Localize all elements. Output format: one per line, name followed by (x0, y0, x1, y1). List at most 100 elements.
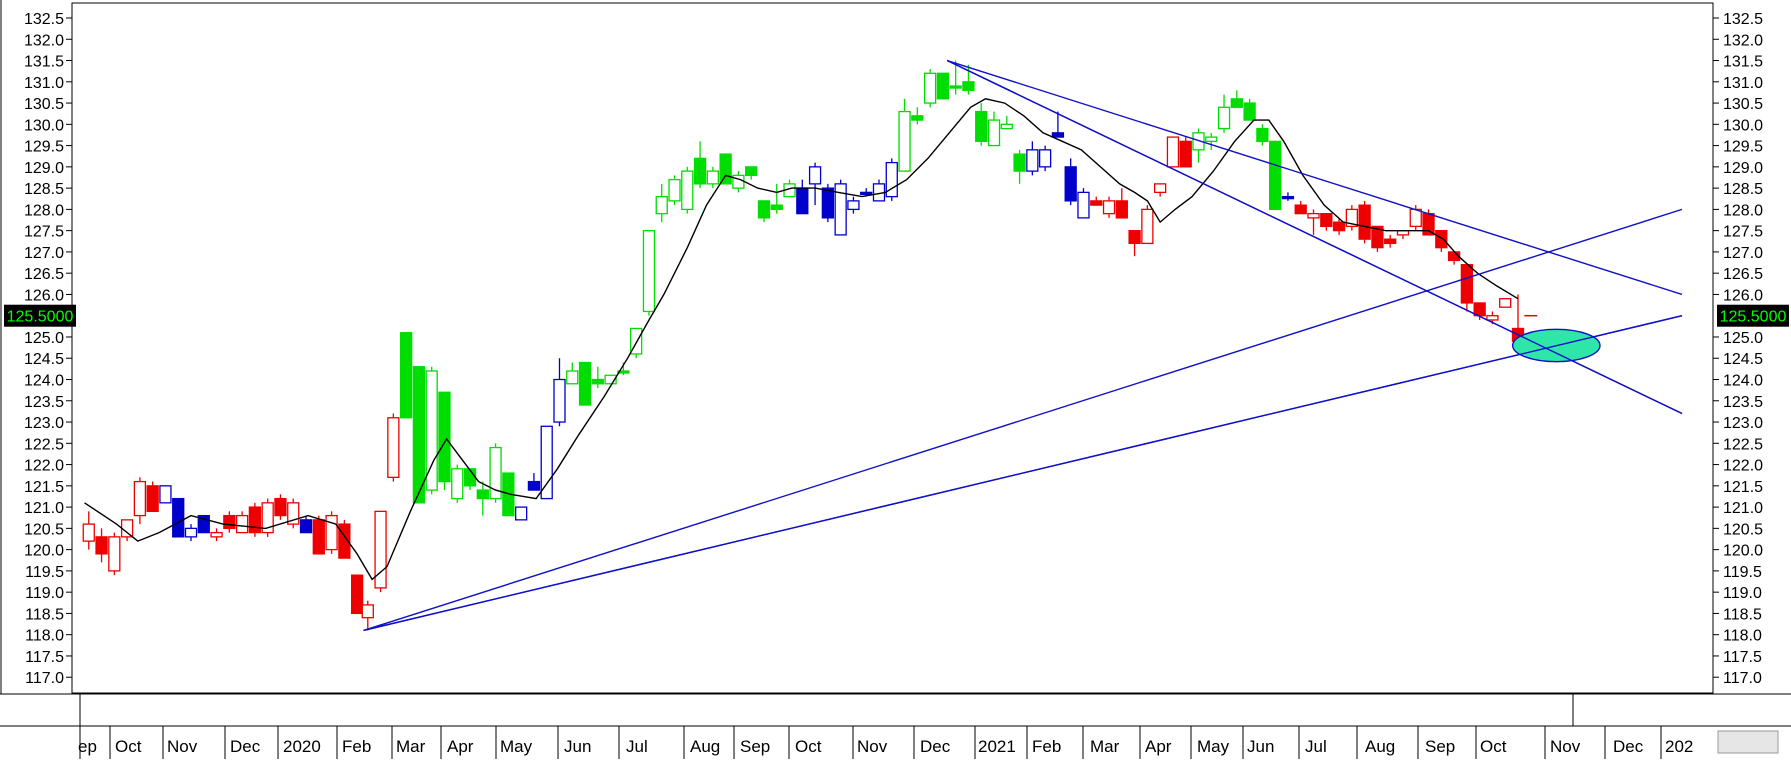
time-tick-label: Oct (1480, 737, 1507, 756)
left-tick-label: 120.0 (24, 543, 64, 560)
time-tick-label: Nov (167, 737, 198, 756)
moving-average-layer (84, 98, 1519, 581)
candle (911, 107, 924, 125)
candle-body (706, 170, 719, 185)
right-tick-label: 128.0 (1723, 202, 1763, 219)
left-tick-label: 117.5 (25, 649, 64, 666)
candle-body (1435, 229, 1448, 249)
candle (1026, 141, 1039, 176)
candle (1141, 205, 1154, 245)
price-marker-value: 125.5000 (1720, 309, 1787, 326)
candle-body (770, 204, 783, 211)
candle (681, 166, 694, 214)
candle (540, 425, 553, 500)
candle-body (248, 506, 262, 534)
time-tick-label: Jun (1247, 737, 1274, 756)
candle-body (591, 378, 604, 385)
left-tick-label: 124.5 (24, 351, 64, 368)
candle (223, 511, 236, 533)
time-tick-label: Jul (626, 737, 648, 756)
right-tick-label: 123.5 (1723, 394, 1763, 411)
candle (1435, 229, 1448, 252)
time-tick-label: Nov (857, 737, 888, 756)
time-tick-label: Mar (396, 737, 426, 756)
candle-body (642, 229, 656, 313)
candle-body (1294, 204, 1307, 215)
candle (1320, 212, 1333, 231)
right-tick-label: 129.0 (1723, 160, 1763, 177)
scroll-thumb[interactable] (1717, 730, 1779, 754)
candle (1077, 188, 1090, 219)
candle (312, 515, 325, 555)
candle-body (834, 183, 847, 236)
candle-body (655, 195, 668, 215)
right-tick-label: 122.0 (1723, 458, 1763, 475)
time-tick-label: May (1197, 737, 1230, 756)
candle-body (566, 370, 579, 385)
left-tick-label: 126.5 (24, 266, 64, 283)
candle (1230, 90, 1243, 108)
time-tick-label: ep (78, 737, 97, 756)
candle-body (847, 200, 860, 211)
candle-body (1230, 98, 1243, 108)
candle (553, 358, 566, 427)
candle (425, 366, 438, 495)
candle-body (489, 446, 502, 500)
candle (1345, 205, 1358, 231)
candle-body (412, 366, 426, 504)
candle-body (796, 187, 809, 215)
candle-body (1320, 212, 1333, 228)
candle (1051, 111, 1065, 138)
candle-body (425, 370, 438, 491)
candle-body (1384, 238, 1397, 245)
time-tick-label: May (500, 737, 533, 756)
candle-body (1217, 106, 1231, 130)
price-marker-bg (1717, 304, 1789, 327)
right-tick-label: 131.5 (1723, 54, 1763, 71)
candle-body (338, 523, 351, 559)
trendline (946, 59, 1683, 296)
candle-body (1064, 166, 1077, 202)
candle-body (1154, 183, 1167, 194)
candle-body (312, 519, 325, 555)
candle (1332, 217, 1346, 235)
time-tick-label: Oct (115, 737, 142, 756)
candle (604, 374, 617, 385)
time-tick-label: Jun (564, 737, 591, 756)
time-tick-label: 202 (1665, 737, 1693, 756)
candle-body (553, 378, 566, 423)
candle-body (299, 519, 313, 534)
candle-body (540, 425, 553, 500)
left-tick-label: 127.0 (24, 245, 64, 262)
candle-body (578, 361, 592, 406)
candle (1166, 136, 1180, 168)
candle-body (146, 485, 159, 512)
time-axis[interactable]: ep Oct Nov Dec 2020 Feb Mar Apr May Jun Jul Aug Sep O… (0, 693, 1791, 759)
left-axis-bg (0, 0, 72, 694)
candle-body (350, 574, 364, 615)
price-marker-left: 125.5000 (4, 304, 76, 327)
candle-body (693, 157, 707, 185)
candle (1038, 145, 1052, 172)
price-marker-bg (4, 304, 76, 327)
time-tick-label: Dec (920, 737, 951, 756)
left-tick-label: 118.5 (25, 606, 64, 623)
candle-body (361, 604, 374, 619)
candle (757, 200, 771, 223)
left-tick-label: 130.5 (24, 96, 64, 113)
candle-body (617, 370, 630, 374)
right-price-axis: 132.5 132.0 131.5 131.0 130.5 130.0 129.5 129.0… (1713, 0, 1791, 694)
candle-body (911, 115, 924, 121)
right-tick-label: 120.5 (1723, 521, 1763, 538)
left-tick-label: 130.0 (24, 117, 64, 134)
candle (706, 166, 719, 189)
candle (1371, 225, 1384, 252)
candle-body (1205, 136, 1218, 142)
candle (235, 511, 249, 534)
time-tick-label: Feb (1032, 737, 1061, 756)
candle-body (1345, 208, 1358, 228)
right-tick-label: 125.0 (1723, 330, 1763, 347)
candle-body (936, 72, 950, 100)
time-tick-label: Sep (740, 737, 770, 756)
plot-frame (71, 2, 1714, 694)
